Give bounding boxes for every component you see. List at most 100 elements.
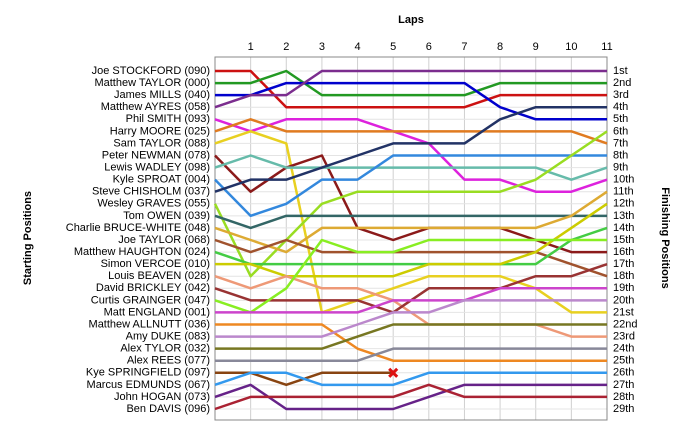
lap-line	[214, 154, 608, 181]
lap-line	[215, 69, 607, 97]
retired-marker	[388, 367, 399, 378]
driver-label: Tom OWEN (039)	[123, 210, 210, 222]
lap-line	[214, 190, 608, 254]
x-tick-label: 10	[565, 41, 577, 53]
y-tick-label: 29th	[613, 403, 634, 415]
x-tick-label: 7	[461, 41, 467, 53]
lap-line	[215, 69, 607, 109]
driver-label: Ben DAVIS (096)	[126, 403, 210, 415]
y-tick-label: 6th	[613, 125, 628, 137]
driver-label: Curtis GRAINGER (047)	[91, 294, 210, 306]
lap-line	[214, 130, 607, 314]
y-tick-label: 21st	[613, 306, 634, 318]
y-tick-label: 4th	[613, 101, 628, 113]
lap-line	[214, 383, 607, 411]
lap-line	[214, 383, 607, 411]
y-tick-label: 3rd	[613, 89, 629, 101]
lap-line	[214, 214, 607, 230]
driver-label: John HOGAN (073)	[114, 391, 210, 403]
lap-line	[213, 130, 608, 278]
lap-line	[214, 154, 607, 218]
lap-line	[214, 371, 607, 387]
lap-line	[214, 238, 608, 278]
x-axis-title: Laps	[398, 14, 424, 26]
driver-label: Joe STOCKFORD (090)	[92, 65, 210, 77]
x-tick-label: 5	[390, 41, 396, 53]
driver-label: Alex TYLOR (032)	[120, 343, 210, 355]
driver-label: Wesley GRAVES (055)	[97, 198, 210, 210]
driver-label: Matthew TAYLOR (000)	[94, 77, 210, 89]
plot-frame	[214, 56, 608, 421]
y-tick-label: 20th	[613, 294, 634, 306]
y-tick-label: 19th	[613, 282, 634, 294]
y-tick-label: 15th	[613, 234, 634, 246]
x-tick-label: 6	[426, 41, 432, 53]
y-tick-label: 17th	[613, 258, 634, 270]
driver-label: David BRICKLEY (042)	[96, 282, 210, 294]
y-tick-label: 23rd	[613, 330, 635, 342]
x-tick-label: 11	[601, 41, 612, 53]
y-tick-label: 27th	[613, 379, 634, 391]
y-tick-label: 28th	[613, 391, 634, 403]
lap-line	[215, 323, 607, 362]
lap-line	[214, 69, 607, 109]
y-tick-label: 5th	[613, 113, 628, 125]
lap-line	[214, 226, 608, 266]
driver-label: Sam TAYLOR (088)	[113, 137, 210, 149]
x-tick-label: 3	[319, 41, 325, 53]
y-tick-label: 13th	[613, 210, 634, 222]
retired-x	[388, 367, 399, 378]
x-tick-label: 2	[283, 41, 289, 53]
driver-label: Marcus EDMUNDS (067)	[87, 379, 210, 391]
lap-line	[214, 118, 608, 145]
y2-axis-title: Finishing Positions	[659, 187, 671, 288]
driver-label: Matthew HAUGHTON (024)	[74, 246, 210, 258]
driver-label: Lewis WADLEY (098)	[104, 161, 210, 173]
lap-line	[215, 287, 607, 314]
lap-line	[214, 238, 607, 314]
lap-line	[215, 202, 608, 278]
driver-label: Phil SMITH (093)	[126, 113, 210, 125]
driver-label: Matthew AYRES (058)	[101, 101, 210, 113]
driver-label: Simon VERCOE (010)	[101, 258, 210, 270]
driver-label: Louis BEAVEN (028)	[108, 270, 210, 282]
driver-label: Kye SPRINGFIELD (097)	[86, 367, 210, 379]
driver-label: Matt ENGLAND (001)	[104, 306, 210, 318]
driver-label: Matthew ALLNUTT (036)	[89, 318, 210, 330]
y-tick-label: 2nd	[613, 77, 631, 89]
y-tick-label: 1st	[613, 65, 628, 77]
y-tick-label: 11th	[613, 186, 634, 198]
driver-label: Alex REES (077)	[127, 355, 210, 367]
driver-label: Kyle SPROAT (004)	[113, 174, 210, 186]
y-tick-label: 26th	[613, 367, 634, 379]
y-tick-label: 24th	[613, 343, 634, 355]
y-tick-label: 8th	[613, 149, 628, 161]
y-tick-label: 25th	[613, 355, 634, 367]
x-tick-label: 4	[354, 41, 360, 53]
driver-label: Amy DUKE (083)	[126, 330, 210, 342]
lap-line	[214, 154, 607, 254]
driver-label: Charlie BRUCE-WHITE (048)	[66, 222, 210, 234]
driver-label: Peter NEWMAN (078)	[102, 149, 210, 161]
driver-label: Steve CHISHOLM (037)	[92, 186, 210, 198]
driver-label: James MILLS (040)	[114, 89, 210, 101]
lap-line	[215, 347, 607, 362]
lap-line	[214, 118, 608, 193]
x-tick-label: 8	[497, 41, 503, 53]
driver-label: Harry MOORE (025)	[110, 125, 210, 137]
x-tick-label: 1	[248, 41, 254, 53]
y-tick-label: 18th	[613, 270, 634, 282]
y-tick-label: 7th	[613, 137, 628, 149]
lap-line	[215, 299, 607, 338]
y-tick-label: 10th	[613, 174, 634, 186]
lap-line	[215, 323, 607, 350]
lap-line	[215, 81, 607, 121]
x-tick-label: 9	[533, 41, 539, 53]
y-tick-label: 14th	[613, 222, 634, 234]
y-tick-label: 12th	[613, 198, 634, 210]
y-tick-label: 22nd	[613, 318, 637, 330]
y-axis-title: Starting Positions	[22, 191, 34, 285]
y-tick-label: 16th	[613, 246, 634, 258]
